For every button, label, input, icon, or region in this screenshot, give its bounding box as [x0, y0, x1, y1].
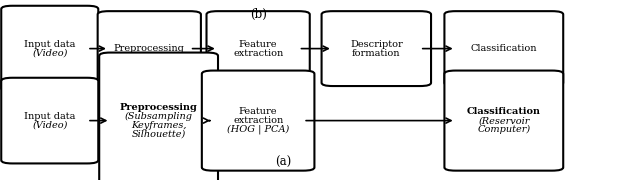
Text: (Reservoir: (Reservoir — [478, 116, 529, 125]
Text: Classification: Classification — [471, 44, 537, 53]
Text: Keyframes,: Keyframes, — [131, 121, 187, 130]
FancyBboxPatch shape — [100, 53, 218, 180]
Text: extraction: extraction — [233, 49, 283, 58]
FancyBboxPatch shape — [1, 6, 98, 91]
Text: (Video): (Video) — [32, 49, 67, 58]
FancyBboxPatch shape — [1, 78, 98, 163]
Text: Computer): Computer) — [477, 125, 531, 134]
Text: extraction: extraction — [233, 116, 283, 125]
Text: Input data: Input data — [24, 40, 75, 49]
Text: Preprocessing: Preprocessing — [119, 103, 198, 112]
Text: Descriptor: Descriptor — [350, 40, 402, 49]
Text: Preprocessing: Preprocessing — [114, 44, 185, 53]
FancyBboxPatch shape — [444, 11, 564, 86]
FancyBboxPatch shape — [322, 11, 431, 86]
FancyBboxPatch shape — [444, 71, 564, 171]
Text: Silhouette): Silhouette) — [131, 130, 186, 139]
Text: (HOG | PCA): (HOG | PCA) — [227, 125, 289, 134]
Text: Feature: Feature — [239, 40, 277, 49]
FancyBboxPatch shape — [202, 71, 314, 171]
FancyBboxPatch shape — [98, 11, 201, 86]
Text: Classification: Classification — [467, 107, 541, 116]
Text: (Subsampling: (Subsampling — [124, 112, 193, 121]
FancyBboxPatch shape — [207, 11, 310, 86]
Text: Input data: Input data — [24, 112, 75, 121]
Text: (b): (b) — [249, 8, 267, 21]
Text: (a): (a) — [275, 156, 291, 168]
Text: Feature: Feature — [239, 107, 277, 116]
Text: formation: formation — [352, 49, 401, 58]
Text: (Video): (Video) — [32, 121, 67, 130]
